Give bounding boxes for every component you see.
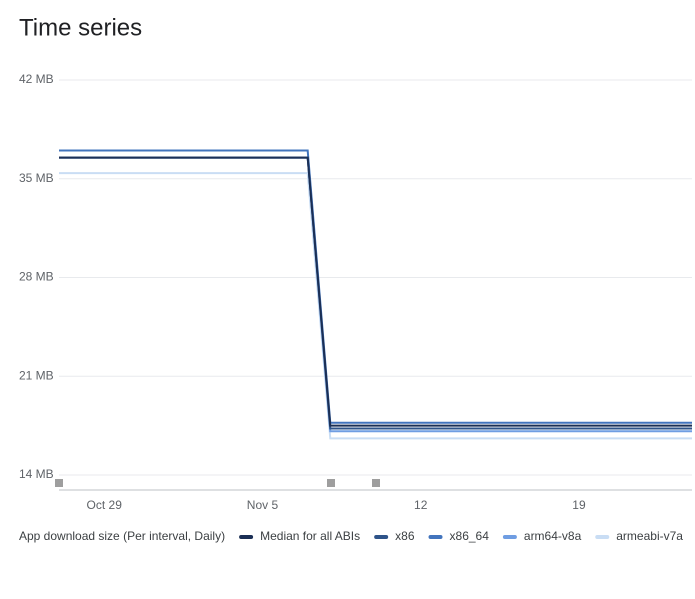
event-marker (327, 479, 335, 487)
event-marker (372, 479, 380, 487)
legend-title: App download size (Per interval, Daily) (19, 529, 225, 543)
series-line (59, 156, 692, 433)
event-marker (55, 479, 63, 487)
y-tick-label: 28 MB (19, 270, 54, 284)
legend-label: x86_64 (450, 529, 490, 543)
y-tick-label: 35 MB (19, 171, 54, 185)
chart-title: Time series (19, 14, 142, 41)
y-tick-label: 42 MB (19, 72, 54, 86)
x-tick-label: 19 (572, 498, 586, 512)
x-tick-label: 12 (414, 498, 428, 512)
series-line (59, 156, 692, 430)
series-line (59, 156, 692, 427)
y-tick-label: 21 MB (19, 368, 54, 382)
x-tick-label: Oct 29 (87, 498, 123, 512)
series-line (59, 172, 692, 440)
legend-label: Median for all ABIs (260, 529, 360, 543)
series-line (59, 149, 692, 424)
y-tick-label: 14 MB (19, 467, 54, 481)
legend-label: arm64-v8a (524, 529, 582, 543)
legend-label: x86 (395, 529, 415, 543)
x-tick-label: Nov 5 (247, 498, 279, 512)
legend-label: armeabi-v7a (616, 529, 683, 543)
